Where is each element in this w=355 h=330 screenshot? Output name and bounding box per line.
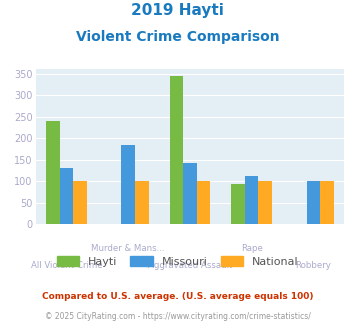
Text: © 2025 CityRating.com - https://www.cityrating.com/crime-statistics/: © 2025 CityRating.com - https://www.city… — [45, 312, 310, 321]
Bar — [245, 176, 258, 224]
Bar — [73, 181, 87, 224]
Text: All Violent Crime: All Violent Crime — [31, 260, 102, 270]
Bar — [170, 76, 183, 224]
Text: 2019 Hayti: 2019 Hayti — [131, 3, 224, 18]
Bar — [135, 181, 148, 224]
Legend: Hayti, Missouri, National: Hayti, Missouri, National — [56, 255, 299, 267]
Text: Robbery: Robbery — [295, 260, 332, 270]
Text: Rape: Rape — [241, 244, 263, 253]
Bar — [320, 181, 334, 224]
Text: Compared to U.S. average. (U.S. average equals 100): Compared to U.S. average. (U.S. average … — [42, 292, 313, 301]
Bar — [197, 181, 210, 224]
Bar — [231, 184, 245, 224]
Text: Violent Crime Comparison: Violent Crime Comparison — [76, 30, 279, 44]
Text: Aggravated Assault: Aggravated Assault — [148, 260, 232, 270]
Bar — [60, 168, 73, 224]
Bar — [258, 181, 272, 224]
Bar — [307, 181, 320, 224]
Bar — [183, 163, 197, 224]
Bar — [46, 121, 60, 224]
Text: Murder & Mans...: Murder & Mans... — [91, 244, 165, 253]
Bar — [121, 145, 135, 224]
